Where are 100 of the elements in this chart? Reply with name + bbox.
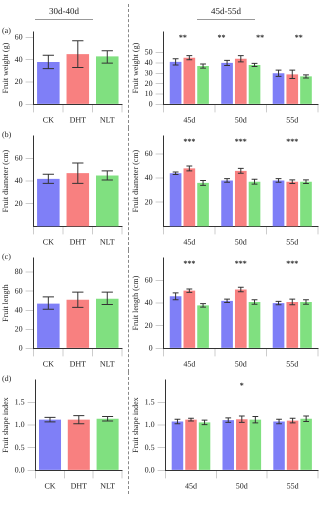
bar <box>184 58 196 104</box>
bar <box>272 73 284 104</box>
y-tick-label: 40 <box>144 173 153 182</box>
y-tick-label: 1.5 <box>14 398 25 407</box>
bar <box>170 296 182 348</box>
y-tick-label: 0.0 <box>14 465 25 474</box>
annotation: *** <box>286 136 298 146</box>
chart-title: (d) <box>2 374 12 383</box>
y-tick-label: 20 <box>144 78 153 88</box>
bar <box>96 56 119 104</box>
bar <box>184 290 196 348</box>
bar <box>184 168 196 226</box>
y-tick-label: 20 <box>14 198 23 208</box>
y-axis-title: Fruit length (cm) <box>130 275 140 330</box>
annotation: *** <box>183 136 196 146</box>
x-tick-label: DHT <box>70 359 86 368</box>
y-axis-title: Fruit shape index <box>0 397 10 453</box>
y-tick-label: 10 <box>144 89 153 98</box>
x-tick-label: NLT <box>100 481 116 490</box>
y-tick-label: 60 <box>14 154 23 163</box>
x-tick-label: CK <box>42 115 54 124</box>
bar <box>197 182 209 226</box>
y-tick-label: 60 <box>144 149 153 158</box>
bar <box>170 173 182 226</box>
y-tick-label: 30 <box>144 68 153 78</box>
x-tick-label: DHT <box>70 481 88 490</box>
annotation: ** <box>294 32 303 42</box>
bar <box>272 180 284 226</box>
y-tick-label: 20 <box>14 324 23 334</box>
y-tick-label: 80 <box>14 267 23 276</box>
bar <box>234 58 247 104</box>
bar <box>272 303 284 348</box>
y-tick-label: 0 <box>18 99 23 108</box>
bar <box>286 182 298 226</box>
bar <box>286 302 298 348</box>
y-tick-label: 0 <box>18 343 23 352</box>
x-tick-label: 45d <box>183 359 196 368</box>
x-tick-label: NLT <box>100 115 115 124</box>
y-tick-label: 20 <box>14 77 23 86</box>
x-tick-label: NLT <box>100 359 115 368</box>
bar <box>170 62 182 104</box>
bar <box>197 66 209 104</box>
y-tick-label: 40 <box>144 298 153 308</box>
x-tick-label: 55d <box>286 115 298 124</box>
y-axis-title: Fruit diameter (cm) <box>0 149 10 212</box>
y-tick-label: 40 <box>14 176 23 186</box>
y-tick-label: 20 <box>144 197 153 206</box>
y-tick-label: 1.0 <box>14 420 25 430</box>
bar <box>286 74 298 104</box>
annotation: *** <box>234 136 247 146</box>
chart-title: (a) <box>2 26 11 35</box>
bar <box>221 180 233 226</box>
y-tick-label: 40 <box>14 305 23 314</box>
y-axis-title: Fruit diameter (cm) <box>130 149 140 212</box>
y-tick-label: 0 <box>148 343 153 352</box>
x-tick-label: 50d <box>236 481 248 490</box>
y-tick-label: 1.5 <box>144 398 155 407</box>
y-tick-label: 40 <box>144 58 153 68</box>
y-tick-label: 0.0 <box>144 465 155 474</box>
bar <box>300 302 312 348</box>
annotation: ** <box>256 32 264 42</box>
y-tick-label: 60 <box>144 276 153 285</box>
annotation: *** <box>183 258 196 268</box>
y-tick-label: 20 <box>144 320 153 330</box>
y-axis-title: Fruit length <box>0 284 10 322</box>
bar <box>300 182 312 226</box>
x-tick-label: 55d <box>286 481 299 490</box>
y-tick-label: 0.5 <box>144 442 155 452</box>
bar <box>234 170 247 226</box>
x-tick-label: CK <box>44 481 56 490</box>
y-axis-title: Fruit shape index <box>130 397 140 453</box>
chart-title: (c) <box>2 252 11 261</box>
bar <box>66 54 90 104</box>
bar <box>234 290 247 348</box>
y-tick-label: 0 <box>148 99 153 108</box>
annotation: ** <box>178 32 187 42</box>
y-tick-label: 50 <box>144 48 153 57</box>
annotation: ** <box>218 32 226 42</box>
x-tick-label: 50d <box>234 237 247 246</box>
y-tick-label: 0.5 <box>14 442 25 452</box>
chart-subtitle: 30d-40d <box>35 4 93 20</box>
x-tick-label: 50d <box>234 115 247 124</box>
x-tick-label: 45d <box>183 237 196 246</box>
bar <box>248 182 260 226</box>
bar <box>248 64 260 104</box>
x-tick-label: 45d <box>185 481 197 490</box>
bar <box>197 305 209 348</box>
x-tick-label: CK <box>42 359 54 368</box>
bar <box>248 302 260 348</box>
bar <box>300 76 312 104</box>
x-tick-label: NLT <box>100 237 115 246</box>
x-tick-label: DHT <box>70 237 86 246</box>
chart-title: (b) <box>2 130 12 139</box>
bar <box>221 300 233 348</box>
y-axis-title: Fruit weight (g) <box>0 42 10 94</box>
y-tick-label: 60 <box>14 32 23 42</box>
x-tick-label: 45d <box>183 115 196 124</box>
x-tick-label: DHT <box>70 115 86 124</box>
chart-subtitle: 45d-55d <box>197 4 255 20</box>
y-axis-title: Fruit weight (g) <box>130 42 140 94</box>
